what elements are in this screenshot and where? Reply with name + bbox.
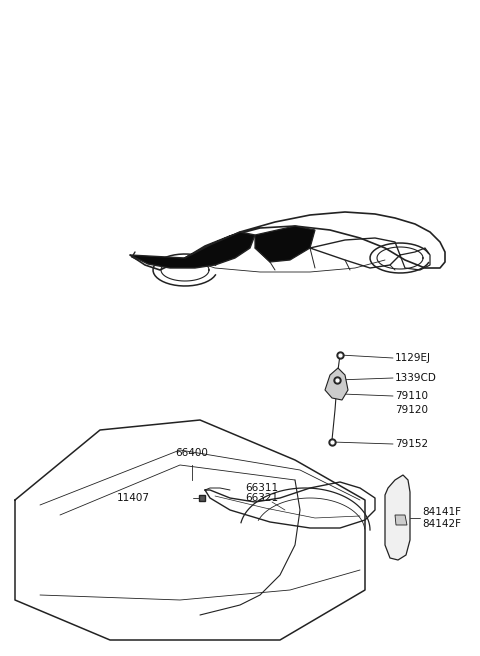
Text: 66321: 66321 [245, 493, 278, 503]
Text: 66311: 66311 [245, 483, 278, 493]
Text: 79152: 79152 [395, 439, 428, 449]
Text: 66400: 66400 [176, 448, 208, 458]
Polygon shape [325, 368, 348, 400]
Text: 79110: 79110 [395, 391, 428, 401]
Text: 84142F: 84142F [422, 519, 461, 529]
Polygon shape [385, 475, 410, 560]
Text: 1129EJ: 1129EJ [395, 353, 431, 363]
Text: 79120: 79120 [395, 405, 428, 415]
Polygon shape [255, 226, 315, 262]
Polygon shape [130, 232, 255, 268]
Text: 11407: 11407 [117, 493, 150, 503]
Text: 1339CD: 1339CD [395, 373, 437, 383]
Polygon shape [395, 515, 407, 525]
Text: 84141F: 84141F [422, 507, 461, 517]
